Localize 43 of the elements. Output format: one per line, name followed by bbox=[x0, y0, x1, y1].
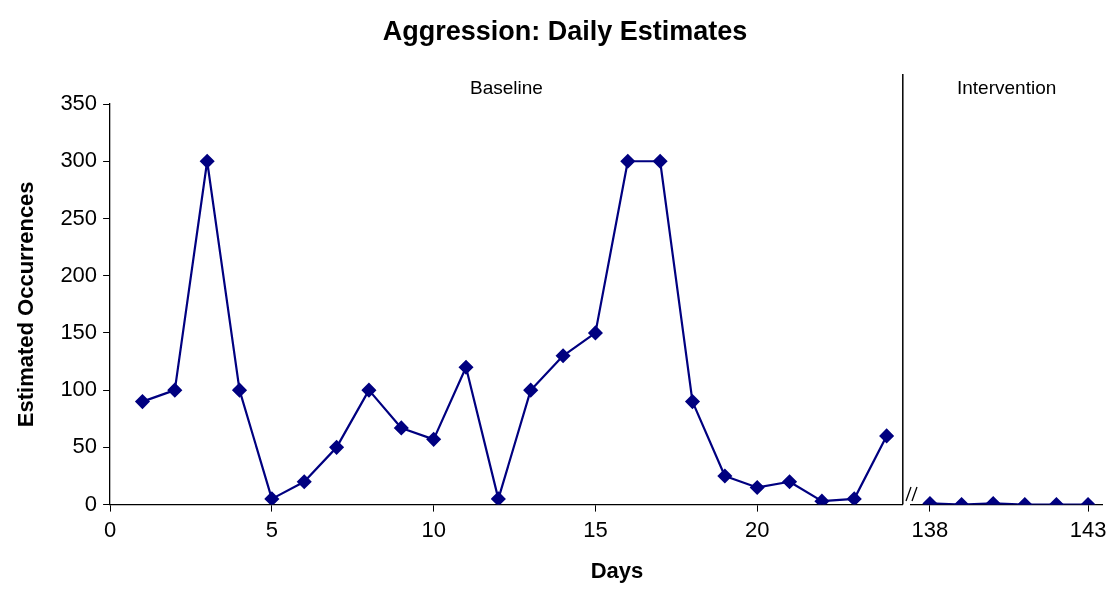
point bbox=[653, 154, 668, 169]
y-tick-label: 150 bbox=[60, 318, 98, 344]
x-tick-label: 5 bbox=[265, 516, 279, 542]
text: Intervention bbox=[956, 77, 1057, 99]
point bbox=[361, 383, 377, 398]
point bbox=[232, 383, 247, 398]
point bbox=[847, 491, 862, 505]
x-axis-title: Days bbox=[589, 558, 645, 584]
x-tick-label: 15 bbox=[583, 516, 608, 542]
point bbox=[620, 154, 635, 169]
point bbox=[750, 480, 765, 495]
point bbox=[685, 394, 700, 409]
point bbox=[297, 474, 312, 489]
x-tick-label: 138 bbox=[911, 516, 949, 542]
point bbox=[879, 428, 894, 444]
y-tick-label: 200 bbox=[60, 261, 98, 287]
y-tick-label: 100 bbox=[60, 376, 98, 402]
point bbox=[135, 394, 150, 409]
y-axis-title: Estimated Occurrences bbox=[13, 181, 39, 428]
point bbox=[200, 154, 215, 169]
y-tick-label: 50 bbox=[72, 433, 98, 459]
point bbox=[717, 468, 732, 484]
point bbox=[588, 325, 603, 341]
y-tick-label: 350 bbox=[60, 90, 98, 116]
chart-title: Aggression: Daily Estimates bbox=[381, 16, 749, 47]
x-tick-label: 10 bbox=[421, 516, 446, 542]
y-tick-label: 0 bbox=[84, 490, 98, 516]
point bbox=[264, 491, 279, 505]
point bbox=[167, 383, 182, 398]
x-tick-label: 20 bbox=[744, 516, 770, 542]
x-tick-label: 0 bbox=[103, 516, 117, 542]
point bbox=[491, 491, 506, 505]
point bbox=[782, 474, 797, 489]
point bbox=[523, 383, 538, 398]
y-tick-label: 300 bbox=[60, 147, 98, 173]
point bbox=[426, 432, 441, 447]
point bbox=[394, 420, 409, 436]
point bbox=[555, 348, 571, 363]
point bbox=[458, 360, 474, 375]
point bbox=[329, 440, 344, 455]
y-tick-label: 250 bbox=[60, 204, 98, 230]
x-tick-label: 143 bbox=[1069, 516, 1107, 542]
text: Baseline bbox=[470, 77, 543, 99]
